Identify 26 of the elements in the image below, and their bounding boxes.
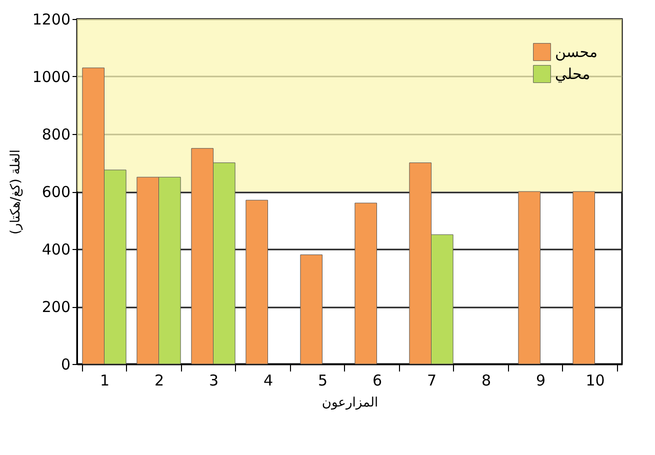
x-axis-title: المزارعون <box>322 396 378 410</box>
y-tick-label: 400 <box>42 240 70 258</box>
x-tick-label: 8 <box>481 372 492 390</box>
bar <box>572 191 595 364</box>
bar <box>354 202 377 364</box>
y-tick-label: 200 <box>42 298 70 316</box>
y-tick-label: 1000 <box>32 68 70 86</box>
bar <box>518 191 540 364</box>
legend-label: محلي <box>555 65 590 83</box>
bar <box>300 254 322 364</box>
x-tick-label: 4 <box>263 372 274 390</box>
x-tick-label: 6 <box>372 372 382 390</box>
x-tick-label: 5 <box>318 372 328 390</box>
bar <box>246 200 268 364</box>
y-tick-label: 0 <box>60 356 70 374</box>
y-tick-label: 800 <box>42 126 70 144</box>
x-tick-label: 7 <box>426 372 437 390</box>
y-tick-label: 1200 <box>32 10 70 28</box>
y-tick-label: 600 <box>42 183 70 201</box>
x-tick-label: 9 <box>536 372 546 390</box>
x-tick-label: 3 <box>208 372 219 390</box>
x-tick-label: 1 <box>100 372 110 390</box>
x-tick-label: 2 <box>154 372 164 390</box>
y-axis-title: الغلة (كغ/هكتار) <box>8 149 24 235</box>
legend-label: محسن <box>555 43 598 61</box>
x-tick-label: 10 <box>586 372 605 390</box>
